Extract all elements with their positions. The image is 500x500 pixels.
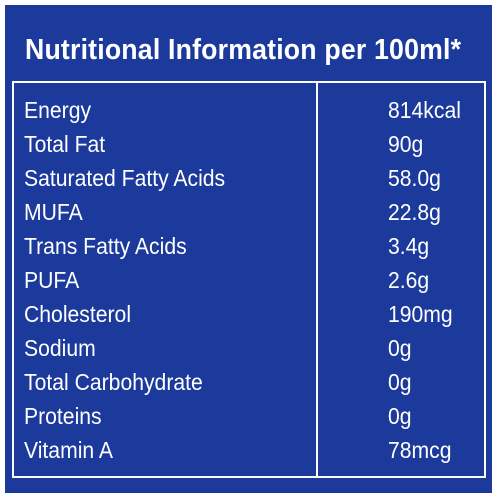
nutrient-name: Total Fat (24, 131, 106, 157)
nutrient-value: 3.4g (388, 233, 430, 259)
nutrient-name: Trans Fatty Acids (24, 233, 187, 259)
nutrient-value: 22.8g (388, 199, 441, 225)
nutrient-name: Total Carbohydrate (24, 369, 203, 395)
table-row: MUFA 22.8g (14, 195, 484, 229)
nutrient-value: 78mcg (388, 437, 452, 463)
nutrient-value: 2.6g (388, 267, 430, 293)
nutrient-value: 58.0g (388, 165, 441, 191)
table-row: Total Carbohydrate 0g (14, 365, 484, 399)
nutrient-name: Saturated Fatty Acids (24, 165, 226, 191)
nutrient-value: 0g (388, 335, 412, 361)
nutrient-value: 190mg (388, 301, 453, 327)
table-row: Cholesterol 190mg (14, 297, 484, 331)
panel-title: Nutritional Information per 100ml* (25, 34, 462, 66)
nutrient-value: 0g (388, 403, 412, 429)
table-row: Sodium 0g (14, 331, 484, 365)
nutrient-value: 0g (388, 369, 412, 395)
table-row: Proteins 0g (14, 399, 484, 433)
nutrient-name: Proteins (24, 403, 102, 429)
nutrient-name: PUFA (24, 267, 80, 293)
nutrient-name: Sodium (24, 335, 96, 361)
nutrient-name: MUFA (24, 199, 83, 225)
nutrient-name: Cholesterol (24, 301, 132, 327)
nutrition-table: Energy 814kcal Total Fat 90g Saturated Fatty… (12, 81, 486, 478)
nutrient-name: Energy (24, 97, 92, 123)
nutrient-value: 90g (388, 131, 424, 157)
nutrient-name: Vitamin A (24, 437, 114, 463)
table-row: Total Fat 90g (14, 127, 484, 161)
table-row: Energy 814kcal (14, 93, 484, 127)
nutrient-value: 814kcal (388, 97, 461, 123)
table-row: Vitamin A 78mcg (14, 433, 484, 467)
column-divider (316, 83, 318, 476)
nutrition-panel: Nutritional Information per 100ml* Energ… (3, 3, 494, 495)
table-row: Saturated Fatty Acids 58.0g (14, 161, 484, 195)
table-row: PUFA 2.6g (14, 263, 484, 297)
table-row: Trans Fatty Acids 3.4g (14, 229, 484, 263)
